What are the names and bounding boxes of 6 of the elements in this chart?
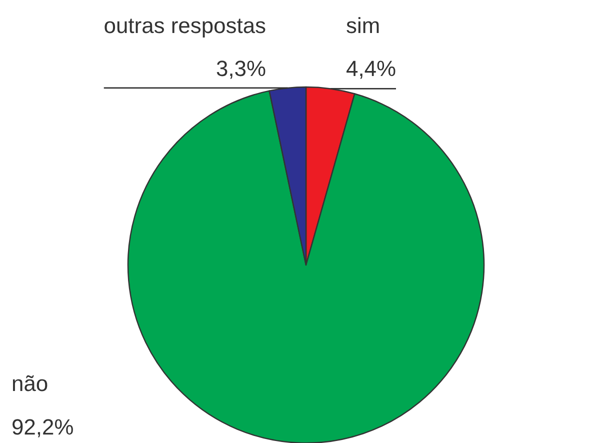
slice-label: sim [346,17,379,34]
slice-label: outras respostas [104,18,266,38]
data-label: 92,2% [12,419,73,438]
data-label: 3,3% [216,60,266,79]
data-label: 4,4% [346,60,396,79]
slice-label: não [12,375,48,392]
